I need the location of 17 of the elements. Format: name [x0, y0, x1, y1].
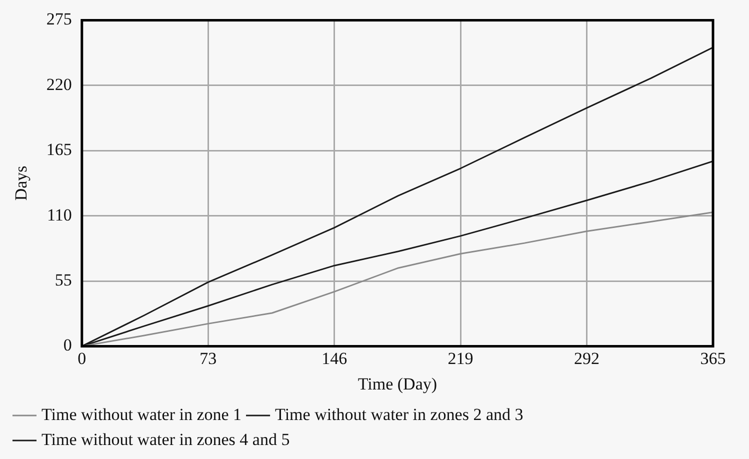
x-axis-title: Time (Day) [358, 374, 438, 394]
y-tick-label: 110 [47, 205, 72, 224]
y-tick-label: 55 [54, 270, 72, 290]
x-tick-label: 0 [78, 348, 86, 368]
y-tick-label: 275 [46, 10, 72, 29]
x-tick-label: 146 [322, 348, 348, 368]
y-tick-label: 220 [46, 74, 72, 94]
x-tick-label: 365 [700, 348, 726, 368]
legend-label: Time without water in zones 4 and 5 [42, 430, 290, 449]
x-tick-label: 292 [574, 348, 600, 368]
x-tick-label: 219 [448, 348, 474, 368]
legend-label: Time without water in zones 2 and 3 [275, 404, 524, 424]
y-axis-title: Days [12, 166, 31, 201]
y-tick-label: 0 [63, 336, 72, 355]
legend-label: Time without water in zone 1 [42, 404, 242, 424]
y-tick-label: 165 [46, 140, 72, 160]
x-tick-label: 73 [200, 348, 217, 368]
